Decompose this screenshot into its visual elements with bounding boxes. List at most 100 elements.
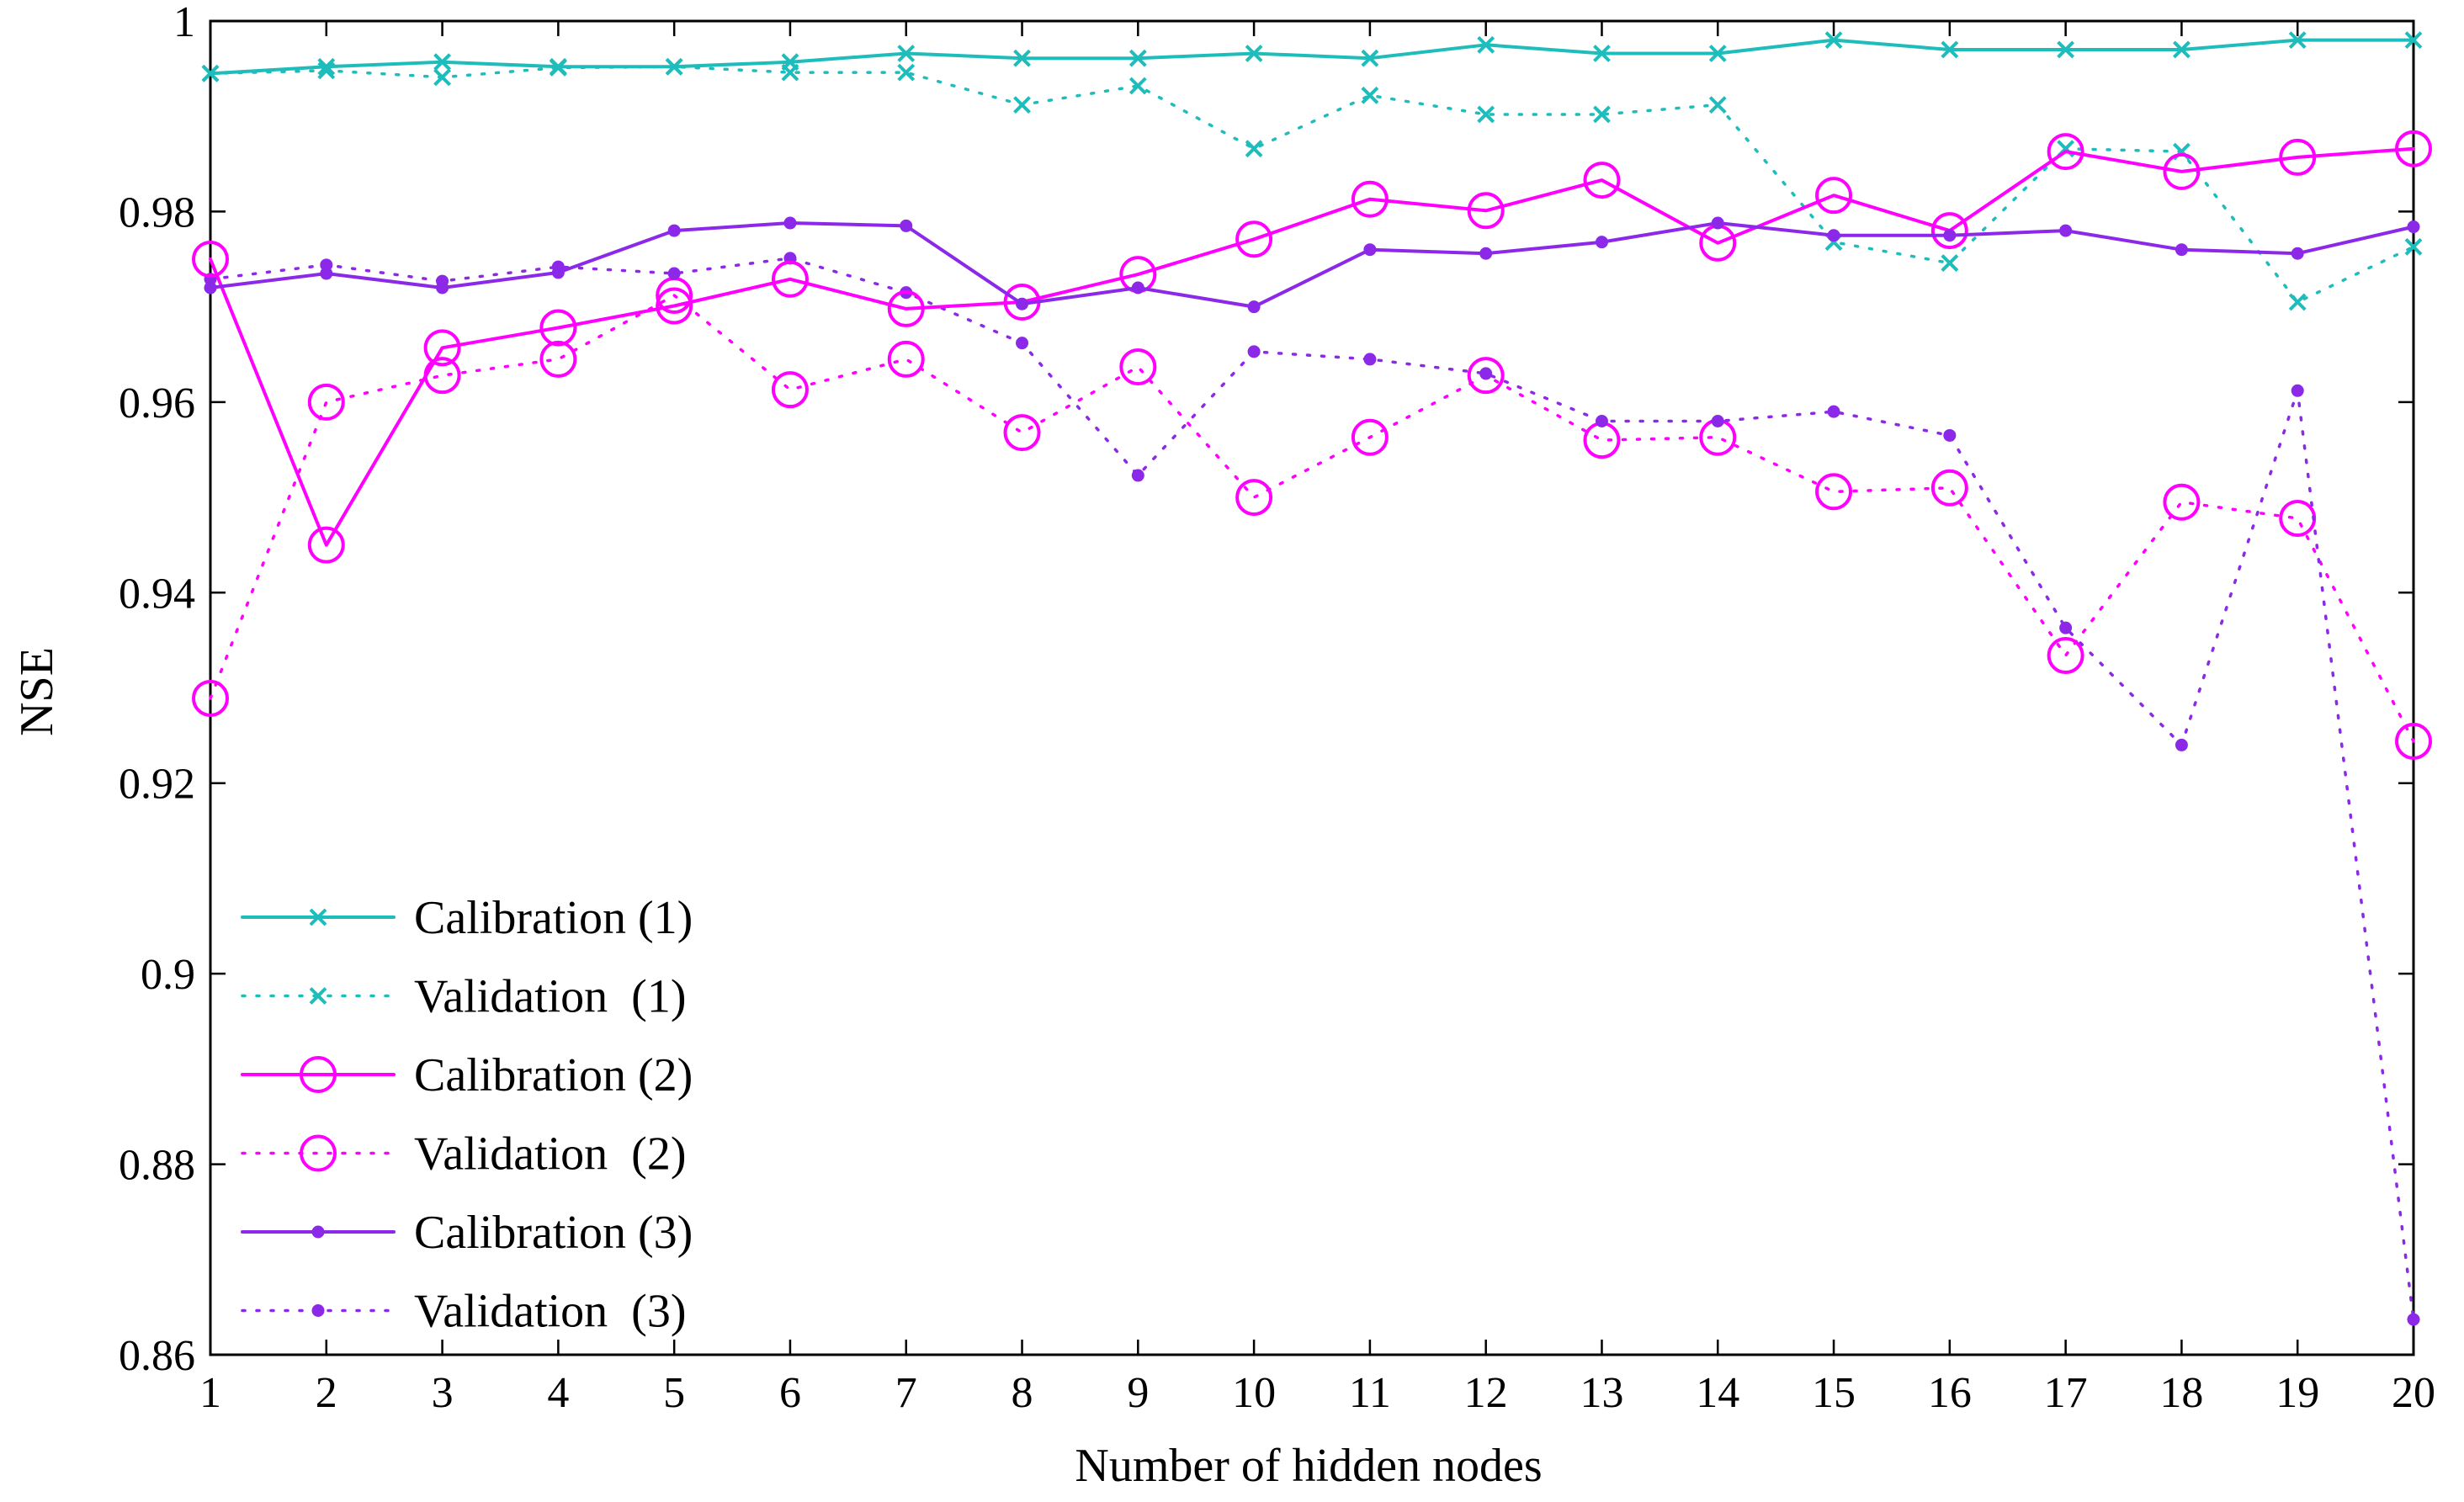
data-point [2291,247,2304,260]
data-point [1361,86,1379,104]
x-tick-label: 17 [2044,1369,2088,1417]
marker-x-stroke [1593,45,1611,62]
series-calibration-1 [201,31,2423,82]
data-point [539,340,577,378]
data-point [1247,300,1261,314]
data-point [1477,105,1495,124]
series-validation-2 [192,277,2432,760]
y-tick-label: 0.86 [119,1332,195,1380]
marker-x-stroke [1245,140,1263,158]
marker-x-stroke [1477,105,1495,124]
data-point [1016,297,1029,310]
data-point [1941,40,1959,59]
data-point [897,45,916,62]
data-point [1128,77,1147,95]
marker-x-stroke [1941,40,1959,59]
data-point [1247,345,1261,358]
data-point [1583,162,1621,199]
legend-entry: Calibration (3) [241,1207,693,1259]
data-point [2057,40,2075,59]
data-point [192,679,229,717]
x-tick-label: 20 [2392,1369,2435,1417]
marker-x-stroke [1361,49,1379,67]
x-tick-label: 13 [1580,1369,1623,1417]
legend-marker [311,1304,325,1317]
data-point [667,224,681,237]
y-tick-label: 0.96 [119,379,195,427]
data-point [2059,621,2073,634]
x-tick-label: 2 [316,1369,337,1417]
data-point [1361,49,1379,67]
data-point [900,219,913,232]
data-point [2404,237,2423,256]
marker-x-stroke [2173,40,2191,59]
marker-x-stroke [2288,293,2307,311]
data-point [887,289,925,327]
data-point [1711,216,1724,230]
series-validation-1 [201,57,2423,311]
data-point [1827,405,1840,418]
marker-x-stroke [433,53,451,72]
legend-label: Validation (2) [414,1128,686,1181]
data-point [1131,281,1144,295]
data-point [2407,1313,2420,1326]
marker-x-stroke [1941,254,1959,272]
series-validation-3 [204,252,2420,1326]
legend-entry: Validation (1) [241,971,686,1023]
marker-x-stroke [897,63,916,82]
legend-label: Calibration (1) [414,892,693,944]
x-axis-title: Number of hidden nodes [1075,1440,1542,1492]
y-tick-label: 0.88 [119,1142,195,1190]
legend: Calibration (1) Validation (1) Calibration… [241,892,693,1338]
legend-entry: Validation (3) [241,1286,686,1338]
legend-label: Calibration (2) [414,1049,693,1101]
data-point [1016,337,1029,350]
marker-x-stroke [1128,49,1147,67]
series-line [209,65,2415,304]
legend-entry: Validation (2) [241,1128,686,1181]
data-point [433,53,451,72]
y-tick-label: 0.94 [119,570,195,618]
x-tick-label: 10 [1232,1369,1276,1417]
data-point [201,64,220,82]
legend-label: Validation (3) [414,1286,686,1338]
marker-x-stroke [781,53,799,72]
data-point [2395,130,2432,167]
legend-entry: Calibration (2) [241,1049,693,1101]
data-point [781,53,799,72]
series-line [209,257,2415,1321]
data-point [1363,243,1377,257]
marker-x-stroke [1708,45,1727,62]
x-tick-label: 5 [663,1369,685,1417]
data-point [2175,243,2188,257]
legend-marker [311,1225,325,1239]
data-point [549,57,567,76]
y-tick-label: 1 [173,0,195,46]
marker-x-stroke [433,68,451,87]
marker-x-stroke [549,57,567,76]
data-point [433,68,451,87]
marker-x-stroke [201,64,220,82]
data-point [2279,138,2317,176]
legend-marker [309,987,327,1005]
data-point [2173,40,2191,59]
data-point [1013,49,1031,67]
marker-x-stroke [2404,31,2423,50]
marker-x-stroke [1708,96,1727,114]
data-point [2047,637,2084,675]
series-calibration-2 [192,130,2432,564]
data-point [307,383,345,421]
data-point [2059,224,2073,237]
legend-marker [309,908,327,926]
marker-x-stroke [1128,77,1147,95]
data-point [1479,247,1493,260]
x-tick-label: 15 [1812,1369,1856,1417]
data-point [1595,415,1608,427]
y-tick-label: 0.9 [141,951,195,999]
data-point [1363,353,1377,366]
data-point [2288,31,2307,50]
x-tick-label: 11 [1349,1369,1391,1417]
data-point [2395,722,2432,760]
marker-x-stroke [309,987,327,1005]
x-tick-label: 7 [895,1369,917,1417]
